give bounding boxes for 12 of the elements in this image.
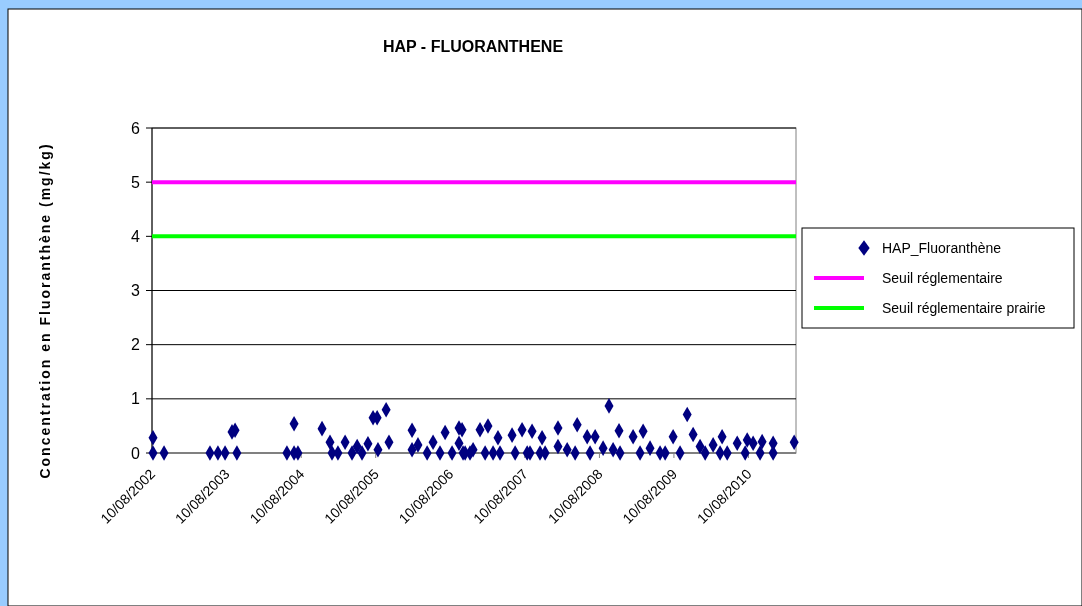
y-tick-label: 0: [131, 444, 141, 462]
y-tick-label: 5: [131, 173, 141, 191]
y-tick-label: 3: [131, 282, 141, 300]
y-axis-title: Concentration en Fluoranthène (mg/kg): [37, 142, 53, 479]
y-tick-label: 4: [131, 227, 141, 245]
y-tick-label: 1: [131, 390, 141, 408]
y-tick-label: 6: [131, 119, 141, 137]
legend-label: HAP_Fluoranthène: [882, 239, 1002, 256]
chart-title: HAP - FLUORANTHENE: [382, 38, 564, 55]
y-tick-label: 2: [131, 336, 141, 354]
legend-label: Seuil réglementaire prairie: [882, 299, 1046, 316]
legend-label: Seuil réglementaire: [882, 269, 1003, 286]
